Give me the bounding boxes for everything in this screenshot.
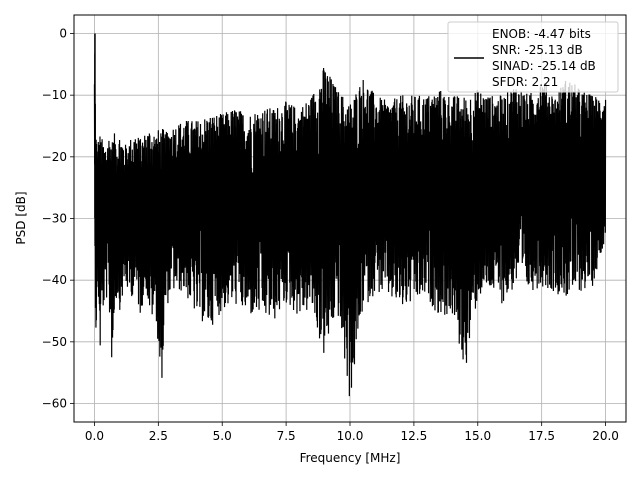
x-tick-label: 7.5 [277,429,296,443]
y-tick-label: −20 [42,150,67,164]
legend-enob: ENOB: -4.47 bits [492,27,591,41]
x-tick-label: 20.0 [592,429,619,443]
x-tick-label: 15.0 [464,429,491,443]
x-tick-label: 17.5 [528,429,555,443]
x-tick-label: 2.5 [149,429,168,443]
legend: ENOB: -4.47 bits SNR: -25.13 dB SINAD: -… [447,21,619,93]
legend-sfdr: SFDR: 2.21 [492,75,558,89]
legend-sinad: SINAD: -25.14 dB [492,59,596,73]
x-tick-label: 12.5 [401,429,428,443]
x-tick-label: 0.0 [85,429,104,443]
x-tick-label: 5.0 [213,429,232,443]
y-tick-label: −10 [42,88,67,102]
axes-frame [73,14,627,423]
legend-snr: SNR: -25.13 dB [492,43,583,57]
y-tick-label: −60 [42,397,67,411]
y-tick-label: −40 [42,273,67,287]
legend-box [447,21,619,93]
psd-trace [93,53,607,397]
y-axis-label: PSD [dB] [14,191,28,244]
y-tick-label: −50 [42,335,67,349]
x-tick-label: 10.0 [337,429,364,443]
y-tick-label: −30 [42,212,67,226]
y-tick-label: 0 [59,27,67,41]
axis-ticks: 0.0 2.5 5.0 7.5 10.0 12.5 15.0 17.5 20.0 0 −10 −20 −… [42,27,619,444]
plot-area [93,33,607,397]
x-axis-label: Frequency [MHz] [300,451,401,465]
